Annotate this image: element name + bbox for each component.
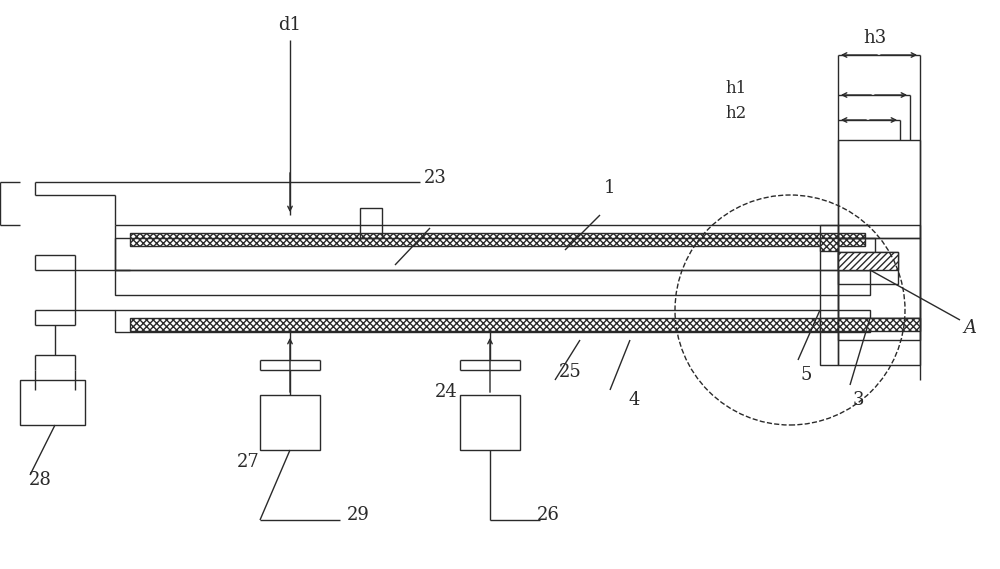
Text: 25: 25 (559, 363, 581, 381)
Text: d1: d1 (278, 16, 302, 34)
Text: h3: h3 (863, 29, 887, 47)
Bar (820, 318, 838, 331)
Bar (115, 310, 870, 332)
Text: 28: 28 (29, 471, 51, 489)
Text: 1: 1 (604, 179, 616, 197)
Bar (115, 238, 875, 270)
Text: 4: 4 (628, 391, 640, 409)
Bar (20, 380, 85, 425)
Bar (460, 395, 520, 450)
Bar (838, 225, 920, 238)
Text: 26: 26 (537, 506, 559, 524)
Text: 24: 24 (435, 383, 457, 401)
Bar (838, 318, 920, 331)
Bar (360, 208, 382, 238)
Text: 3: 3 (852, 391, 864, 409)
Bar (838, 238, 920, 318)
Bar (820, 238, 838, 251)
Bar (838, 252, 898, 284)
Bar (130, 233, 865, 246)
Bar (130, 318, 865, 331)
Bar (838, 140, 920, 365)
Text: 27: 27 (237, 453, 259, 471)
Text: h2: h2 (725, 105, 746, 122)
Bar (820, 225, 838, 365)
Bar (838, 318, 920, 340)
Bar (115, 270, 870, 295)
Text: 23: 23 (424, 169, 446, 187)
Text: 29: 29 (347, 506, 369, 524)
Bar (260, 395, 320, 450)
Text: A: A (964, 319, 976, 337)
Bar (838, 252, 898, 270)
Text: 5: 5 (800, 366, 812, 384)
Text: h1: h1 (725, 80, 746, 97)
